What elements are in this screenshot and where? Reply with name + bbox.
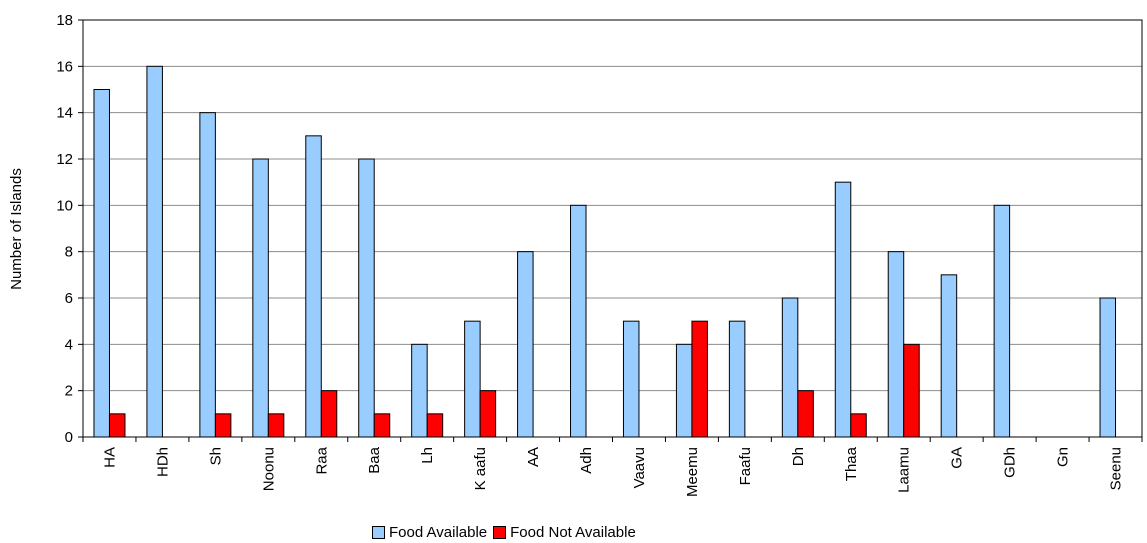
- x-tick-label: Seenu: [1108, 447, 1125, 490]
- x-tick-label: Vaavu: [631, 447, 648, 488]
- x-tick-label: Lh: [419, 447, 436, 464]
- bar-food-not-available-k-aafu: [479, 390, 497, 438]
- bar-group: [93, 65, 1117, 438]
- bar-food-available-meemu: [675, 343, 693, 438]
- bar-food-available-faafu: [728, 320, 746, 438]
- y-tick-labels: 0 2 4 6 8 10 12 14 16 18: [56, 12, 73, 446]
- legend-label-food-not-available: Food Not Available: [510, 523, 636, 541]
- x-tick-label: Adh: [578, 447, 595, 474]
- x-tick-label: HDh: [154, 447, 171, 477]
- bar-food-available-gdh: [993, 204, 1011, 438]
- bar-food-available-adh: [570, 204, 587, 438]
- x-tick-label: Dh: [790, 447, 807, 466]
- x-tick-label: GDh: [1002, 447, 1019, 478]
- y-axis-label: Number of Islands: [8, 168, 25, 290]
- x-tick-label: Sh: [207, 447, 224, 465]
- x-tick-label: Raa: [313, 446, 330, 474]
- bar-food-available-raa: [305, 135, 322, 438]
- legend-label-food-available: Food Available: [389, 523, 488, 541]
- bar-food-available-thaa: [834, 181, 852, 438]
- bar-food-available-laamu: [887, 251, 905, 438]
- bar-food-not-available-noonu: [267, 413, 285, 438]
- bar-food-not-available-baa: [373, 413, 391, 438]
- legend-item-food-not-available: Food Not Available: [493, 524, 636, 541]
- bar-food-available-ga: [940, 274, 958, 438]
- bar-food-not-available-sh: [214, 413, 232, 438]
- bar-food-available-aa: [517, 251, 534, 438]
- bar-food-not-available-lh: [426, 413, 444, 438]
- y-tick-label: 12: [56, 151, 73, 168]
- x-tick-label: GA: [949, 447, 966, 469]
- y-tick-label: 6: [65, 290, 73, 307]
- x-tick-label: Faafu: [737, 447, 754, 485]
- y-tick-label: 10: [56, 197, 73, 214]
- y-tick-label: 14: [56, 105, 73, 122]
- bar-food-not-available-meemu: [691, 320, 708, 438]
- bar-food-available-dh: [781, 297, 799, 438]
- y-tick-label: 2: [65, 383, 73, 400]
- bar-chart: 0 2 4 6 8 10 12 14 16 18 HA HDh Sh Noonu Raa Baa Lh K aa…: [8, 12, 1143, 497]
- y-tick-label: 18: [56, 12, 73, 29]
- legend-item-food-available: Food Available: [372, 524, 487, 541]
- x-tick-label: AA: [525, 447, 542, 467]
- axes: [78, 19, 1143, 442]
- bar-food-available-noonu: [252, 158, 269, 438]
- bar-food-available-hdh: [146, 65, 163, 438]
- x-tick-label: Meemu: [684, 447, 701, 497]
- bar-food-available-baa: [358, 158, 375, 438]
- bar-food-not-available-raa: [320, 390, 338, 438]
- x-tick-label: K aafu: [472, 447, 489, 490]
- x-tick-labels: HA HDh Sh Noonu Raa Baa Lh K aafu AA Adh Vaavu Meem…: [101, 446, 1124, 497]
- x-tick-label: Thaa: [843, 446, 860, 481]
- legend-swatch-food-not-available: [493, 525, 507, 539]
- bar-food-not-available-laamu: [903, 343, 920, 438]
- x-tick-label: Gn: [1055, 447, 1072, 467]
- y-tick-label: 8: [65, 244, 73, 261]
- bar-food-available-k-aafu: [464, 320, 481, 438]
- bar-food-available-lh: [411, 343, 428, 438]
- gridlines: [83, 19, 1142, 392]
- y-tick-label: 0: [65, 429, 73, 446]
- bar-food-available-sh: [199, 112, 216, 438]
- x-tick-label: Baa: [366, 446, 383, 473]
- bar-food-available-seenu: [1099, 297, 1117, 438]
- plot-area-border: [82, 19, 1143, 438]
- bar-food-not-available-thaa: [850, 413, 867, 438]
- bar-food-available-vaavu: [622, 320, 640, 438]
- bar-food-not-available-dh: [797, 390, 814, 438]
- y-tick-label: 4: [65, 336, 73, 353]
- x-tick-label: Noonu: [260, 447, 277, 491]
- bar-food-available-ha: [93, 89, 110, 438]
- legend: Food Available Food Not Available: [372, 522, 642, 542]
- x-tick-label: Laamu: [896, 447, 913, 493]
- x-tick-label: HA: [101, 447, 118, 468]
- legend-swatch-food-available: [372, 525, 385, 539]
- y-tick-label: 16: [56, 58, 73, 75]
- bar-food-not-available-ha: [108, 413, 126, 438]
